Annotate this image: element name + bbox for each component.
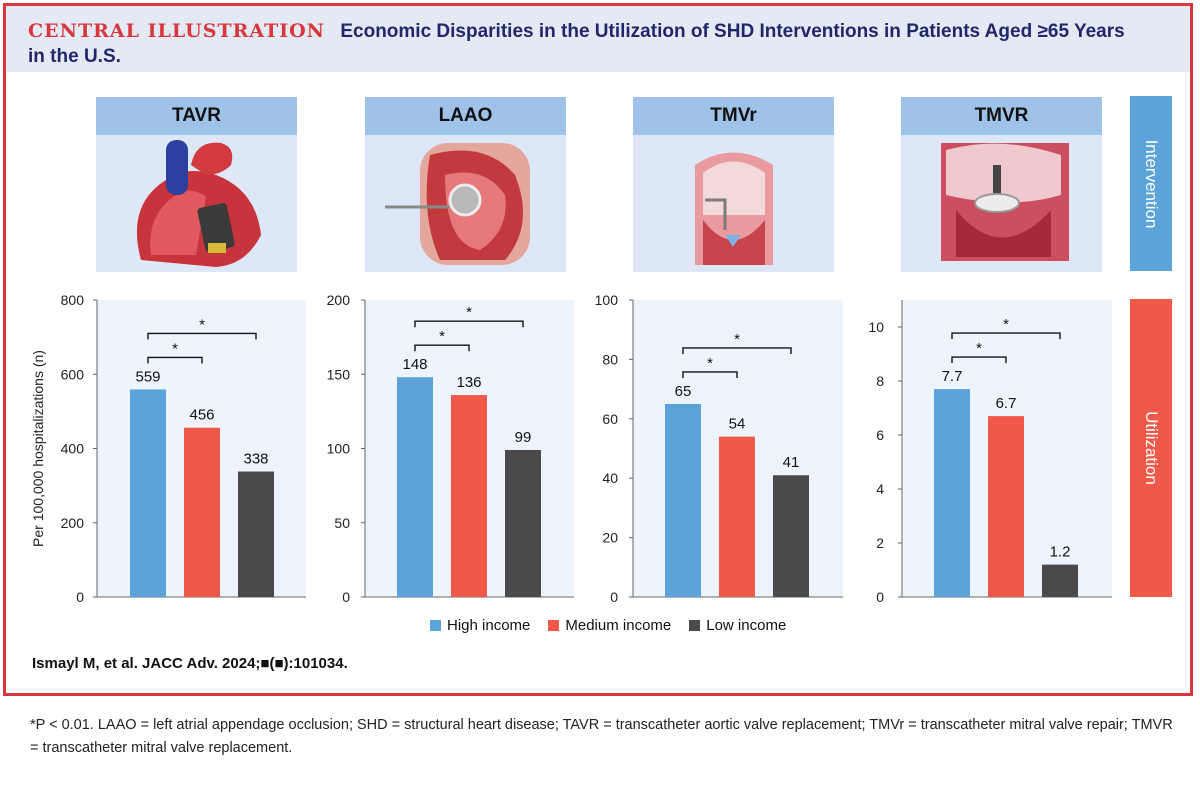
bar-3-1	[988, 416, 1024, 597]
tmvr-repair-illustration	[633, 135, 834, 272]
y-tick-label-0-0: 0	[76, 589, 84, 605]
y-tick-label-2-1: 20	[602, 530, 618, 546]
bar-value-label-1-1: 136	[456, 374, 481, 391]
y-tick-label-3-4: 8	[876, 373, 884, 389]
bar-1-2	[505, 449, 541, 597]
legend-label-high: High income	[447, 617, 531, 634]
y-tick-label-3-0: 0	[876, 589, 884, 605]
bar-2-0	[665, 403, 701, 597]
header-band: CENTRAL ILLUSTRATION Economic Disparitie…	[6, 6, 1190, 72]
significance-star-2-0: *	[707, 355, 713, 372]
bar-2-1	[719, 436, 755, 597]
legend-label-medium: Medium income	[565, 617, 672, 634]
y-tick-label-3-2: 4	[876, 481, 884, 497]
bar-value-label-3-0: 7.7	[942, 368, 963, 385]
panel-title-laao: LAAO	[365, 97, 566, 135]
legend-item-medium: Medium income	[548, 617, 671, 634]
y-tick-label-1-4: 200	[327, 292, 351, 308]
legend-swatch-medium	[548, 620, 560, 631]
significance-bracket-2-1	[682, 347, 792, 354]
significance-star-1-1: *	[466, 304, 472, 321]
y-tick-label-2-4: 80	[602, 351, 618, 367]
y-tick-label-0-4: 800	[61, 292, 85, 308]
y-tick-label-2-3: 60	[602, 411, 618, 427]
bar-value-label-1-2: 99	[515, 429, 532, 446]
intervention-side-bar: Intervention	[1130, 96, 1172, 271]
panel-title-tmvr-repair: TMVr	[633, 97, 834, 135]
y-tick-label-2-2: 40	[602, 470, 618, 486]
significance-star-3-1: *	[1003, 316, 1009, 333]
significance-star-0-0: *	[172, 340, 178, 357]
y-tick-label-1-0: 0	[342, 589, 350, 605]
bar-value-label-0-2: 338	[243, 451, 268, 468]
bar-value-label-3-2: 1.2	[1050, 544, 1071, 561]
bar-value-label-3-1: 6.7	[996, 395, 1017, 412]
bar-value-label-2-2: 41	[783, 454, 800, 471]
tmvr-repair-image	[695, 152, 773, 265]
utilization-side-bar: Utilization	[1130, 299, 1172, 597]
tmvr-replacement-image	[941, 143, 1069, 261]
y-tick-label-3-3: 6	[876, 427, 884, 443]
y-tick-label-1-1: 50	[334, 515, 350, 531]
tmvr-replacement-illustration	[901, 135, 1102, 272]
bar-3-2	[1042, 564, 1078, 597]
bar-0-1	[184, 427, 220, 597]
bar-value-label-1-0: 148	[402, 356, 427, 373]
y-tick-label-0-1: 200	[61, 515, 85, 531]
bar-value-label-2-1: 54	[729, 416, 746, 433]
footnote: *P < 0.01. LAAO = left atrial appendage …	[30, 717, 1173, 756]
bar-value-label-0-0: 559	[135, 368, 160, 385]
y-tick-label-1-3: 150	[327, 366, 351, 382]
bar-value-label-0-1: 456	[189, 407, 214, 424]
header-title-continued: in the U.S.	[28, 46, 121, 67]
bar-0-2	[238, 471, 274, 597]
bar-1-0	[397, 377, 433, 597]
y-tick-label-0-3: 600	[61, 366, 85, 382]
panel-title-tavr: TAVR	[96, 97, 297, 135]
significance-star-1-0: *	[439, 328, 445, 345]
y-tick-label-1-2: 100	[327, 441, 351, 457]
citation: Ismayl M, et al. JACC Adv. 2024;■(■):101…	[32, 655, 348, 672]
significance-star-2-1: *	[734, 331, 740, 348]
central-illustration-label: CENTRAL ILLUSTRATION	[28, 20, 326, 42]
significance-star-0-1: *	[199, 316, 205, 333]
bar-0-0	[130, 389, 166, 597]
bar-3-0	[934, 389, 970, 597]
significance-bracket-0-0	[147, 356, 203, 364]
y-tick-label-0-2: 400	[61, 441, 85, 457]
y-tick-label-2-5: 100	[595, 292, 619, 308]
bar-value-label-2-0: 65	[675, 383, 692, 400]
legend: High income Medium income Low income	[430, 617, 786, 634]
significance-bracket-1-0	[414, 344, 470, 352]
significance-bracket-2-0	[682, 371, 738, 378]
tavr-heart-image	[136, 140, 261, 267]
legend-swatch-low	[689, 620, 701, 631]
laao-image	[385, 143, 530, 265]
panel-title-tmvr-replacement: TMVR	[901, 97, 1102, 135]
y-axis-label-0: Per 100,000 hospitalizations (n)	[30, 350, 46, 547]
header-title: Economic Disparities in the Utilization …	[340, 21, 1125, 42]
significance-bracket-3-0	[951, 356, 1007, 364]
y-tick-label-3-5: 10	[868, 319, 884, 335]
significance-bracket-1-1	[414, 320, 524, 328]
laao-illustration	[365, 135, 566, 272]
significance-bracket-3-1	[951, 332, 1061, 340]
significance-star-3-0: *	[976, 340, 982, 357]
y-tick-label-3-1: 2	[876, 535, 884, 551]
significance-bracket-0-1	[147, 332, 257, 340]
bar-1-1	[451, 395, 487, 597]
legend-item-high: High income	[430, 617, 530, 634]
legend-swatch-high	[430, 620, 441, 631]
tavr-heart-illustration	[96, 135, 297, 272]
legend-item-low: Low income	[689, 617, 786, 634]
legend-label-low: Low income	[706, 617, 787, 634]
y-tick-label-2-0: 0	[610, 589, 618, 605]
bar-2-2	[773, 475, 809, 597]
